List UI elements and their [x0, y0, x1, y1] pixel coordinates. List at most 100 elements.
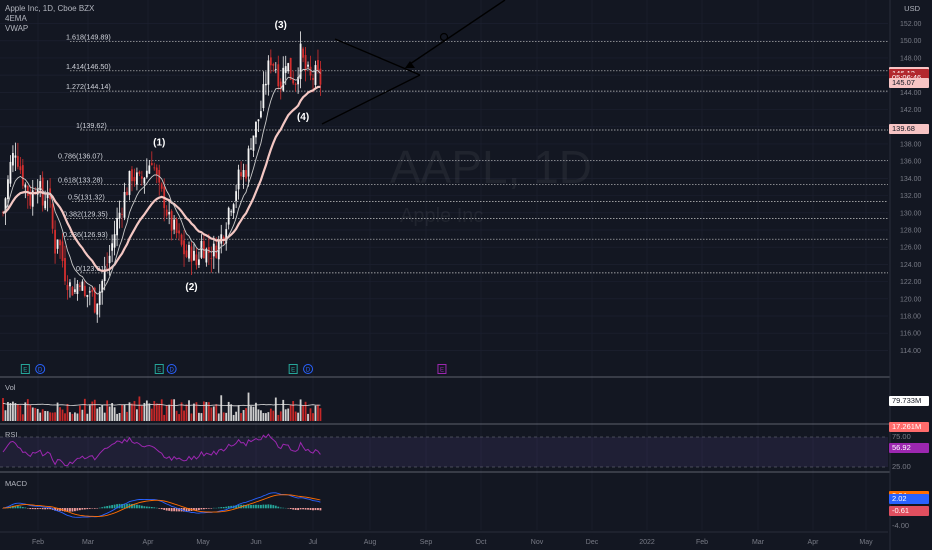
candle-body: [245, 170, 247, 179]
volume-bar: [83, 398, 86, 421]
indicator-ema-label[interactable]: 4EMA: [5, 14, 27, 23]
rsi-band: [0, 437, 888, 467]
volume-bar: [317, 404, 319, 421]
macd-histogram-bar: [247, 504, 250, 509]
candle-body: [153, 167, 156, 169]
fib-level-label: 0.5(131.32): [68, 192, 105, 201]
macd-histogram-bar: [317, 508, 319, 511]
candle-body: [282, 67, 285, 91]
candle-body: [237, 169, 240, 190]
candle-body: [64, 258, 66, 282]
target-arrow-line[interactable]: [409, 0, 506, 65]
indicator-vwap-label[interactable]: VWAP: [5, 24, 29, 33]
candle-body: [257, 119, 260, 122]
volume-bar: [19, 405, 22, 421]
volume-bar: [49, 412, 52, 421]
candle-body: [193, 250, 195, 261]
volume-bar: [131, 403, 133, 421]
macd-histogram-bar: [31, 508, 34, 510]
fib-level-label: 1(139.62): [76, 121, 107, 130]
candle-body: [128, 170, 131, 195]
macd-histogram-bar: [225, 506, 228, 509]
candle-body: [247, 148, 250, 177]
volume-bar: [237, 405, 240, 421]
currency-label: USD: [904, 4, 920, 13]
macd-histogram-bar: [272, 505, 275, 509]
volume-bar: [93, 399, 96, 421]
candle-body: [250, 148, 252, 150]
volume-bar: [150, 408, 153, 421]
volume-bar: [242, 410, 245, 421]
volume-bar: [193, 403, 195, 421]
macd-histogram-bar: [41, 508, 44, 510]
price-tick-label: 114.00: [900, 348, 921, 355]
candle-body: [304, 54, 307, 71]
dividend-marker: [166, 364, 177, 374]
price-tick-label: 142.00: [900, 107, 922, 114]
volume-pane-title[interactable]: Vol: [5, 383, 16, 392]
volume-bar: [165, 405, 168, 421]
macd-histogram-bar: [163, 508, 166, 510]
volume-bar: [207, 402, 210, 421]
candlesticks[interactable]: [2, 31, 322, 323]
macd-pane-title[interactable]: MACD: [5, 479, 28, 488]
event-marker-label: D: [306, 368, 311, 374]
price-tick-label: 144.00: [900, 90, 922, 97]
macd-histogram-bar: [138, 505, 141, 509]
volume-bar: [264, 413, 267, 421]
volume-bar: [227, 401, 230, 421]
time-tick-label: Nov: [531, 539, 544, 546]
volume-bar: [98, 406, 101, 421]
triangle-lower-line[interactable]: [321, 74, 421, 125]
symbol-title[interactable]: Apple Inc, 1D, Cboe BZX: [5, 4, 95, 13]
volume-bar: [217, 413, 220, 421]
volume-bar: [247, 392, 250, 421]
candle-body: [126, 191, 128, 196]
rsi-line: [2, 433, 321, 467]
triangle-upper-line[interactable]: [334, 38, 421, 76]
candle-body: [175, 218, 178, 234]
macd-histogram-bar: [319, 508, 322, 511]
time-tick-label: Dec: [586, 539, 599, 546]
event-marker-label: E: [157, 368, 161, 374]
macd-histogram-bar: [195, 508, 198, 511]
price-tick-label: 124.00: [900, 262, 922, 269]
volume-bar: [16, 404, 19, 421]
macd-histogram-bar: [255, 504, 257, 509]
trendline-drawings[interactable]: [321, 0, 506, 125]
macd-histogram-bar: [188, 508, 190, 512]
candle-body: [232, 204, 235, 214]
volume-bar: [29, 405, 32, 421]
macd-histogram-bar: [145, 506, 148, 509]
volume-bar: [143, 402, 146, 421]
candle-body: [165, 209, 168, 216]
volume-bar: [205, 402, 208, 421]
macd-histogram-bar: [165, 508, 168, 511]
macd-histogram-bar: [257, 504, 260, 509]
volume-bar: [185, 404, 188, 421]
candle-body: [103, 269, 106, 281]
candle-body: [210, 258, 213, 259]
chart-legend[interactable]: Apple Inc, 1D, Cboe BZX 4EMA VWAP: [5, 4, 94, 34]
volume-bar: [235, 411, 238, 421]
rsi-pane-title[interactable]: RSI: [5, 430, 18, 439]
macd-histogram-bar: [158, 508, 161, 509]
macd-histogram-bar: [148, 506, 151, 509]
volume-bar: [257, 409, 260, 421]
volume-bar: [163, 414, 166, 421]
macd-histogram-bar: [54, 508, 56, 511]
candle-body: [21, 165, 24, 186]
candle-body: [198, 259, 200, 265]
volume-bar: [76, 413, 79, 421]
pane-value-tag: 56.92: [889, 442, 929, 453]
candle-body: [294, 83, 297, 85]
candle-body: [255, 121, 257, 138]
volume-bar: [202, 401, 205, 421]
time-tick-label: May: [859, 539, 873, 546]
volume-bar: [195, 402, 198, 421]
wave-label: (3): [275, 20, 287, 31]
macd-histogram-bar: [131, 503, 133, 509]
candle-body: [121, 214, 123, 215]
